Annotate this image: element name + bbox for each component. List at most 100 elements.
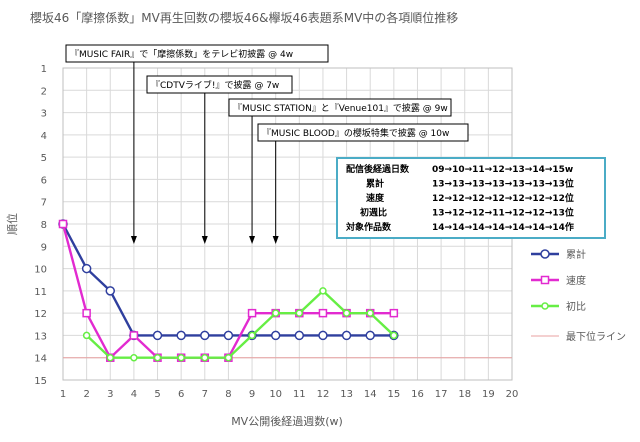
y-tick-label: 7 [41,198,47,209]
x-tick-label: 11 [293,389,306,400]
legend-marker [540,249,550,259]
y-tick-label: 5 [41,153,47,164]
x-tick-label: 20 [506,389,519,400]
legend-label: 速度 [566,274,586,287]
y-tick-label: 14 [34,354,47,365]
info-box: 配信後経過日数 09→10→11→12→13→14→15w 累計 13→13→13→1… [336,157,606,239]
series-2 [82,287,398,362]
data-point [152,330,163,341]
info-row-value: 09→10→11→12→13→14→15w [432,165,573,175]
data-point [365,330,375,341]
data-point [81,263,92,274]
data-point [200,330,210,341]
legend-label: 最下位ライン [566,330,626,343]
data-point [248,331,256,340]
x-tick-label: 16 [411,389,424,400]
x-tick-label: 19 [482,389,495,400]
data-point [318,330,328,341]
x-tick-label: 17 [435,389,448,400]
x-tick-label: 1 [60,389,66,400]
info-row-value: 14→14→14→14→14→14→14作 [432,221,574,233]
info-box-frame [336,157,606,239]
data-point [58,219,68,229]
info-row-label: 初週比 [360,207,387,219]
annotation-arrow-head [272,236,279,244]
y-tick-label: 10 [34,265,47,276]
data-point [318,308,328,318]
info-row-value: 13→12→12→11→12→12→13位 [432,207,574,219]
data-point [105,286,116,296]
data-point [366,309,374,317]
data-point [294,330,305,341]
info-row-value: 13→13→13→13→13→13→13位 [432,178,574,190]
x-tick-label: 14 [364,389,377,400]
annotation-text: 『MUSIC BLOOD』の櫻坂特集で披露 @ 10w [262,127,449,139]
data-point [130,353,138,362]
annotations: 『MUSIC FAIR』で「摩擦係数」をテレビ初披露 @ 4w 『CDTVライブ!… [65,44,469,244]
y-tick-label: 3 [41,109,47,120]
x-tick-label: 13 [340,389,353,400]
data-point [176,330,186,341]
y-tick-label: 4 [41,131,47,142]
info-row-label: 対象作品数 [345,221,392,233]
x-tick-label: 10 [269,389,282,400]
series-group [58,219,399,362]
annotation-arrow-head [201,236,208,244]
legend-marker [541,302,549,310]
data-point [106,353,115,362]
data-point [82,331,91,340]
y-tick-label: 15 [34,376,47,387]
legend-marker [540,275,550,285]
annotation-text: 『CDTVライブ!』で披露 @ 7w [151,79,279,91]
info-row-value: 12→12→12→12→12→12→12位 [432,192,574,204]
x-tick-label: 8 [225,389,231,400]
y-tick-label: 1 [41,64,47,75]
annotation-box [257,123,469,142]
y-tick-label: 2 [41,86,47,97]
data-point [341,330,352,341]
x-tick-label: 7 [202,389,208,400]
x-tick-label: 5 [154,389,160,400]
data-point [129,331,139,340]
y-tick-label: 13 [34,331,47,342]
annotation-arrow-head [130,236,137,244]
data-point [319,287,327,295]
x-tick-label: 3 [107,389,113,400]
data-point [271,309,280,317]
data-point [342,309,351,317]
data-point [82,308,91,318]
y-axis-label: 順位 [5,213,19,235]
annotation-box [228,98,452,117]
x-tick-label: 18 [458,389,471,400]
data-point [247,308,257,318]
data-point [390,331,398,340]
x-tick-label: 9 [249,389,255,400]
annotation-box [146,75,293,94]
x-tick-label: 4 [131,389,137,400]
info-row-label: 配信後経過日数 [346,163,410,175]
y-tick-label: 11 [34,287,47,298]
chart-title: 櫻坂46「摩擦係数」MV再生回数の櫻坂46&欅坂46表題系MV中の各項順位推移 [30,10,458,25]
data-point [223,330,234,341]
y-tick-label: 9 [41,242,47,253]
legend-label: 初比 [566,300,586,313]
data-point [389,308,399,318]
series-line [85,289,395,359]
info-row-label: 速度 [366,192,385,204]
data-point [177,353,185,362]
x-tick-label: 6 [178,389,184,400]
x-ticks: 1 2 3 4 5 6 7 8 9 10 11 12 13 14 15 16 17 18 19 20 [60,389,519,400]
y-tick-label: 8 [41,220,47,231]
x-axis-label: MV公開後経過週数(w) [231,414,343,428]
x-tick-label: 2 [83,389,89,400]
annotation-box [65,44,329,63]
annotation-text: 『MUSIC STATION』と『Venue101』で披露 @ 9w [233,102,448,114]
annotation-arrow-head [249,236,256,244]
legend-label: 累計 [566,248,586,261]
annotation-text: 『MUSIC FAIR』で「摩擦係数」をテレビ初披露 @ 4w [70,48,293,60]
data-point [153,353,162,362]
y-tick-label: 12 [34,309,47,320]
y-tick-label: 6 [41,175,47,186]
